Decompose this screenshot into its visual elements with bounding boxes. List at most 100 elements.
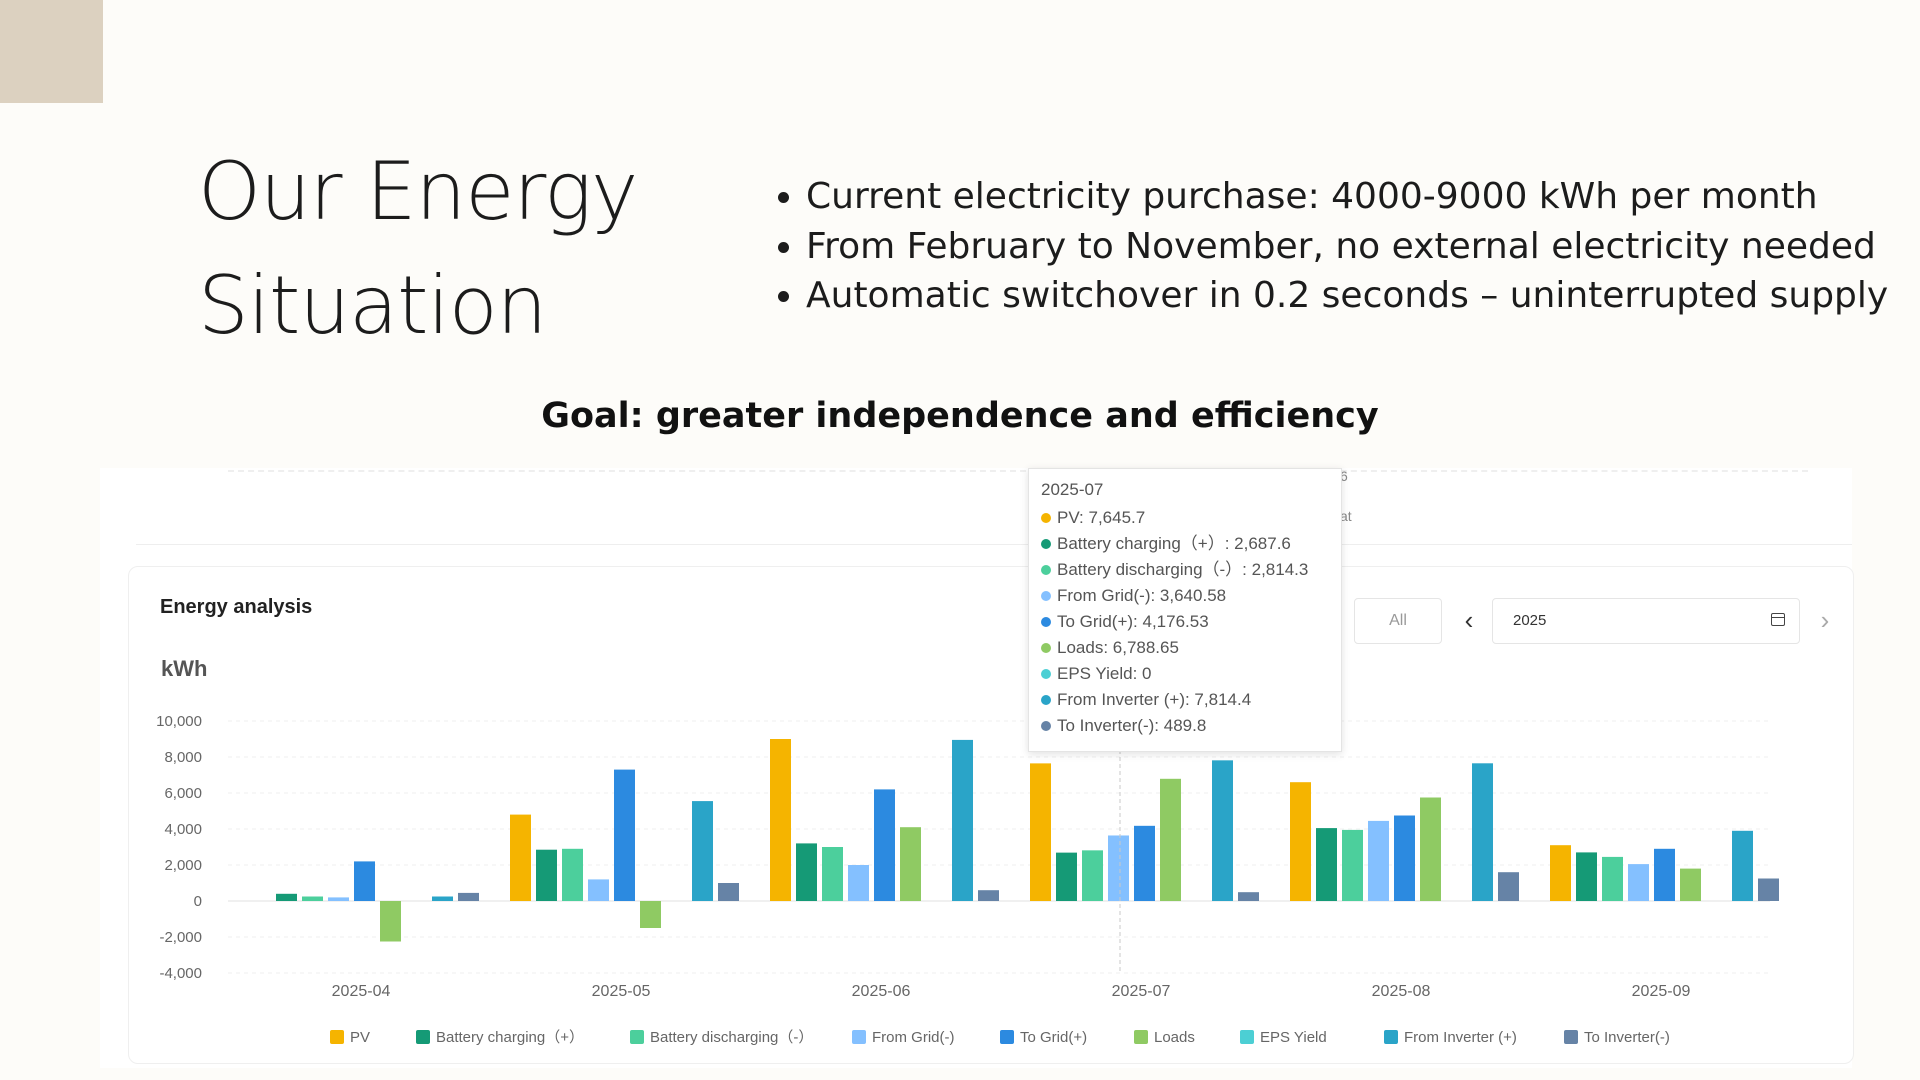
card-title: Energy analysis [160,596,313,618]
bar [1576,852,1597,901]
bar [1056,852,1077,901]
chevron-left-icon[interactable]: ‹ [1464,605,1474,635]
calendar-icon[interactable] [1771,613,1785,626]
legend-dot-icon [1041,720,1051,731]
bar [822,847,843,901]
bar [1732,830,1753,901]
legend-dot-icon [1041,694,1051,705]
tooltip-row: To Grid(+): 4,176.53 [1041,609,1329,635]
legend-swatch [416,1030,430,1044]
bar [770,739,791,901]
bar [1602,856,1623,901]
bar [900,827,921,901]
bar [588,879,609,901]
bar [1550,845,1571,901]
slide-title: Our Energy Situation [198,145,638,352]
bar [302,896,323,901]
tooltip-title: 2025-07 [1041,480,1104,499]
bar [562,848,583,901]
bar [718,883,739,901]
bar [458,892,479,901]
chevron-right-icon[interactable]: › [1820,605,1830,635]
y-tick-label: 6,000 [164,785,202,802]
energy-bar-chart: 10,000 8,000 6,000 4,000 2,000 0 -2,000 -4,000 2… [156,708,1779,1046]
chart-tooltip: 2025-07 PV: 7,645.7 Battery charging（+）: … [1028,468,1342,752]
bar [1368,820,1389,901]
legend-dot-icon [1041,668,1051,679]
bar [1316,828,1337,901]
goal-heading: Goal: greater independence and efficienc… [541,396,1379,436]
tooltip-row-label: Battery charging（+）: 2,687.6 [1057,534,1291,553]
range-all-button[interactable]: All [1354,598,1442,644]
year-value: 2025 [1513,612,1547,629]
bullet-item: Automatic switchover in 0.2 seconds – un… [806,271,1888,321]
tooltip-row-label: From Inverter (+): 7,814.4 [1057,690,1252,709]
bar [1290,782,1311,901]
legend-dot-icon [1041,616,1051,627]
bar [874,789,895,901]
x-tick-label: 2025-04 [332,983,391,1000]
legend-swatch [1384,1030,1398,1044]
tooltip-row-label: To Inverter(-): 489.8 [1057,716,1207,735]
bullet-item: Current electricity purchase: 4000-9000 … [806,172,1888,222]
y-tick-label: -2,000 [159,929,202,946]
bullet-item: From February to November, no external e… [806,222,1888,272]
bar [640,901,661,928]
tooltip-row: To Inverter(-): 489.8 [1041,713,1329,739]
bar [952,739,973,901]
legend-label: EPS Yield [1260,1029,1327,1046]
y-tick-label: 4,000 [164,821,202,838]
legend-label: From Grid(-) [872,1029,955,1046]
legend-swatch [1000,1030,1014,1044]
energy-analysis-card [128,566,1854,1064]
tooltip-row: From Grid(-): 3,640.58 [1041,583,1329,609]
bar [1394,815,1415,901]
legend-dot-icon [1041,512,1051,523]
bar [1342,829,1363,901]
tooltip-row-label: PV: 7,645.7 [1057,508,1146,527]
bar [1108,835,1129,901]
tooltip-row: Battery discharging（-）: 2,814.3 [1041,557,1329,583]
bar [1654,848,1675,901]
bar [1498,872,1519,901]
legend-label: From Inverter (+) [1404,1029,1517,1046]
legend-label: To Inverter(-) [1584,1029,1670,1046]
bar [1680,868,1701,901]
y-tick-label: 0 [194,893,202,910]
peek-text: 6 [1340,468,1348,484]
bar [380,901,401,942]
tooltip-row-label: To Grid(+): 4,176.53 [1057,612,1209,631]
tooltip-row-label: Battery discharging（-）: 2,814.3 [1057,560,1309,579]
bar [328,897,349,901]
x-tick-label: 2025-07 [1112,983,1171,1000]
legend-dot-icon [1041,538,1051,549]
legend-swatch [852,1030,866,1044]
unit-label: kWh [161,656,208,681]
bar [1758,878,1779,901]
bar [978,890,999,901]
tooltip-row-label: From Grid(-): 3,640.58 [1057,586,1227,605]
bar [536,849,557,901]
x-tick-label: 2025-08 [1372,983,1431,1000]
tooltip-row: Battery charging（+）: 2,687.6 [1041,531,1329,557]
legend-swatch [1240,1030,1254,1044]
year-picker[interactable]: 2025 [1492,598,1800,644]
bar [1420,797,1441,901]
bar [276,893,297,901]
legend-label: Battery charging（+） [436,1029,584,1046]
bar [692,801,713,901]
bar [796,843,817,901]
legend-swatch [1134,1030,1148,1044]
legend-swatch [630,1030,644,1044]
legend-label: To Grid(+) [1020,1029,1087,1046]
bar [432,896,453,901]
peek-text: at [1340,508,1352,524]
x-tick-label: 2025-05 [592,983,651,1000]
bar [1030,763,1051,901]
bar [1212,760,1233,901]
legend-dot-icon [1041,590,1051,601]
legend-dot-icon [1041,642,1051,653]
legend-label: PV [350,1029,370,1046]
bar [1628,864,1649,901]
bar [848,865,869,901]
